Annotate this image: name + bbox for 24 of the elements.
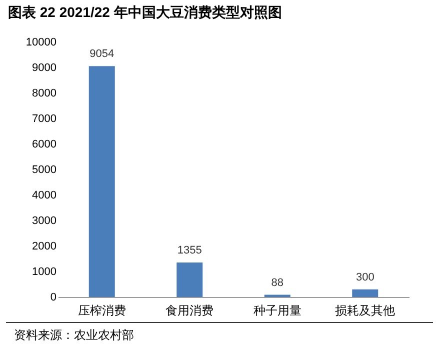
data-label: 9054 — [90, 48, 114, 60]
x-tick-label: 压榨消费 — [78, 304, 126, 318]
y-tick-label: 6000 — [32, 138, 56, 150]
y-tick-label: 3000 — [32, 215, 56, 227]
bar — [352, 289, 378, 297]
bar — [88, 66, 115, 297]
text: 资料来源：农业农村部 — [6, 322, 433, 348]
x-tick-label: 食用消费 — [166, 304, 214, 318]
data-label: 1355 — [177, 244, 202, 256]
y-tick-label: 0 — [50, 292, 56, 304]
y-tick-label: 8000 — [32, 88, 56, 100]
y-tick-label: 4000 — [32, 190, 56, 202]
y-tick-label: 7000 — [32, 113, 56, 125]
y-tick-label: 9000 — [32, 62, 56, 74]
data-label: 300 — [356, 271, 374, 284]
data-label: 88 — [271, 276, 284, 289]
chart-title: 图表 22 2021/22 年中国大豆消费类型对照图 — [8, 4, 282, 20]
bar — [176, 262, 203, 297]
x-tick-label: 种子用量 — [253, 304, 302, 318]
y-tick-label: 5000 — [32, 164, 56, 176]
x-tick-label: 损耗及其他 — [335, 304, 396, 318]
y-tick-label: 2000 — [32, 240, 56, 252]
y-tick-label: 10000 — [26, 36, 56, 48]
y-tick-label: 1000 — [32, 266, 56, 278]
